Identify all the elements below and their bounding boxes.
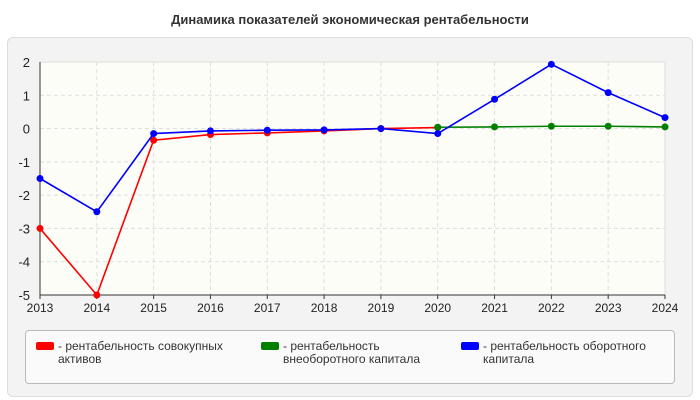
x-tick-label: 2016 <box>197 301 224 315</box>
x-tick-label: 2014 <box>83 301 110 315</box>
legend-swatch <box>461 342 479 350</box>
data-point <box>377 125 385 133</box>
y-tick-label: -2 <box>18 188 30 203</box>
data-point <box>36 224 44 232</box>
data-point <box>604 89 612 97</box>
chart-title: Динамика показателей экономическая рента… <box>171 12 529 27</box>
x-tick-label: 2019 <box>368 301 395 315</box>
data-point <box>491 95 499 103</box>
data-point <box>661 114 669 122</box>
data-point <box>206 127 214 135</box>
y-tick-label: -4 <box>18 255 30 270</box>
data-point <box>36 175 44 182</box>
y-tick-label: -5 <box>18 288 30 303</box>
y-tick-label: 0 <box>23 122 30 137</box>
x-tick-label: 2015 <box>140 301 167 315</box>
data-point <box>547 122 555 130</box>
x-tick-label: 2020 <box>424 301 451 315</box>
data-point <box>491 123 499 131</box>
y-tick-label: 1 <box>23 88 30 103</box>
data-point <box>661 123 669 131</box>
x-tick-label: 2021 <box>481 301 508 315</box>
legend: - рентабельность совокупных активов - ре… <box>25 330 675 384</box>
x-tick-label: 2018 <box>311 301 338 315</box>
y-tick-label: 2 <box>23 55 30 70</box>
x-tick-label: 2022 <box>538 301 565 315</box>
x-tick-label: 2017 <box>254 301 281 315</box>
y-tick-label: -1 <box>18 155 30 170</box>
x-tick-label: 2023 <box>595 301 622 315</box>
data-point <box>263 126 271 134</box>
data-point <box>434 123 442 131</box>
data-point <box>150 130 158 138</box>
data-point <box>93 291 101 299</box>
data-point <box>320 126 328 134</box>
series-line-2 <box>39 63 666 213</box>
data-point <box>547 60 555 68</box>
legend-swatch <box>261 342 279 350</box>
x-tick-label: 2013 <box>27 301 54 315</box>
x-tick-label: 2024 <box>652 301 679 315</box>
y-tick-label: -3 <box>18 221 30 236</box>
plot-area <box>39 61 666 296</box>
data-point <box>150 136 158 144</box>
data-point <box>434 130 442 138</box>
data-point <box>604 122 612 130</box>
legend-swatch <box>36 342 54 350</box>
data-point <box>93 208 101 216</box>
